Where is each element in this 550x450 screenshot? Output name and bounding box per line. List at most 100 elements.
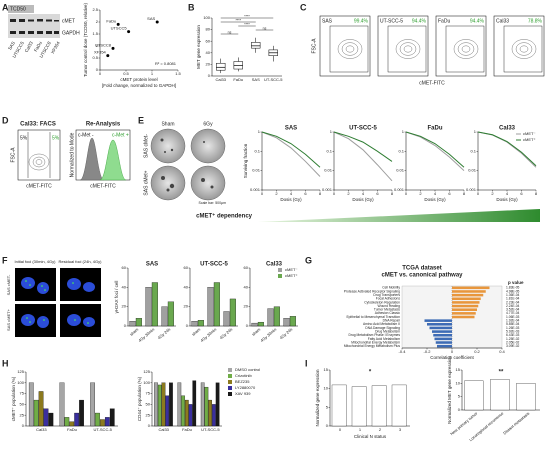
y-tick-label: 0 [124, 323, 127, 328]
x-tick-label: 4Gy 24h [279, 327, 294, 341]
x-tick-label: 4 [362, 191, 365, 196]
y-tick-label: 5 [458, 394, 461, 399]
y-tick-label: 0.001 [250, 187, 261, 192]
panel-label: B [188, 2, 195, 12]
category-label: Adhesion Classic [375, 311, 401, 315]
p-value: 1.92E-04 [506, 319, 520, 323]
y-tick-label: 40 [122, 284, 127, 289]
significance: **** [244, 22, 250, 26]
bar [95, 412, 100, 427]
y-tick-label: 0.001 [394, 187, 405, 192]
bar [257, 321, 264, 327]
band-label: cMET [62, 18, 75, 24]
bar [100, 419, 105, 427]
bar [429, 326, 452, 330]
x-tick-label: FaDu [233, 77, 243, 82]
contours [28, 153, 50, 171]
y-tick-label: 0.1 [326, 148, 332, 153]
x-tick-label: Cal33 [36, 427, 47, 432]
y-tick-label: 0.001 [322, 187, 333, 192]
facs-plot [319, 15, 371, 77]
bar [273, 306, 280, 327]
p-value: 1.26E-03 [506, 326, 520, 330]
p-value: 5.92E-03 [506, 329, 520, 333]
p-value: 5.85E-04 [506, 322, 520, 326]
bar [452, 290, 486, 293]
bar [452, 301, 480, 304]
gate [329, 25, 369, 73]
row-label: SAS cMet+ [143, 170, 149, 195]
blot-image [8, 14, 60, 38]
bar [435, 341, 452, 344]
p-value: 1.25E-02 [506, 337, 520, 341]
x-tick-label: 2 [379, 427, 382, 432]
bar [223, 311, 230, 327]
facs-plot [435, 15, 487, 77]
x-tick-label: 4Gy 30min [199, 327, 217, 343]
legend-label: cMET⁺ [285, 273, 298, 278]
y-axis-label: FSC-A [10, 147, 16, 163]
legend-swatch [228, 386, 232, 390]
category-label: Tumor Metastasis [374, 308, 400, 312]
category-label: Wound Healing [378, 304, 401, 308]
x-tick-label: UT-SCC-5 [93, 427, 112, 432]
x-tick-label: 3 [399, 427, 402, 432]
gate [445, 25, 485, 73]
contour [515, 42, 533, 56]
dependency-label: cMET⁺ dependency [196, 213, 253, 220]
plot-name: SAS [322, 18, 333, 24]
hist-label: c-Met + [112, 132, 129, 138]
contour [461, 45, 471, 53]
category-label: Epithelial to Mesenchymal Transition [346, 315, 400, 319]
bar [434, 337, 452, 341]
y-tick-label: 100 [17, 380, 24, 385]
y-tick-label: 5 [326, 404, 329, 409]
x-tick-label: 0.2 [474, 349, 480, 354]
legend-label: cMET⁺ [523, 137, 536, 142]
contour [345, 45, 355, 53]
bar [432, 330, 452, 333]
y-tick-label: 1 [330, 129, 333, 134]
p-value: 3.52E-04 [506, 308, 520, 312]
y-tick-label: 2 [96, 19, 99, 24]
facs-plot [17, 129, 61, 181]
panel-label: F [2, 255, 8, 265]
bar [104, 417, 110, 427]
y-tick-label: 1 [96, 43, 99, 48]
foci-images [15, 268, 101, 337]
contour [457, 42, 475, 56]
bar [213, 282, 220, 327]
y-tick-label: 80 [206, 27, 211, 32]
chart-subtitle: cMET vs. canonical pathway [381, 273, 463, 279]
y-tick-label: 0.01 [324, 168, 333, 173]
series-line [333, 131, 393, 162]
bar [33, 399, 39, 427]
x-tick-label: 0 [451, 349, 454, 354]
x-tick-label: 4Gy 30min [137, 327, 155, 343]
legend-label: LY2880070 [235, 385, 256, 390]
x-tick-label: 4 [290, 191, 293, 196]
significance: ** [499, 370, 504, 376]
bar [43, 408, 49, 427]
bar [229, 298, 236, 327]
y-tick-label: 15 [456, 367, 461, 372]
legend-label: cMET⁻ [285, 267, 298, 272]
point [106, 54, 110, 58]
bar [331, 384, 347, 427]
y-tick-label: 20 [206, 61, 211, 66]
bar [74, 412, 80, 427]
bar [161, 306, 168, 327]
x-tick-label: 0 [339, 427, 342, 432]
y-tick-label: 40 [184, 284, 189, 289]
contour [395, 39, 421, 59]
y-axis-label: Normalized to Mode [69, 132, 75, 177]
point [111, 46, 115, 50]
chart-title: Cal33 [499, 126, 516, 132]
x-axis-label: Clinical N status [354, 434, 387, 439]
gate-percent: 99.4% [354, 18, 369, 24]
legend-label: BEZ235 [235, 379, 250, 384]
y-tick-label: 1.5 [92, 31, 98, 36]
x-tick-label: 2 [419, 191, 422, 196]
y-tick-label: 60 [244, 265, 249, 270]
band-label: GAPDH [62, 30, 80, 36]
